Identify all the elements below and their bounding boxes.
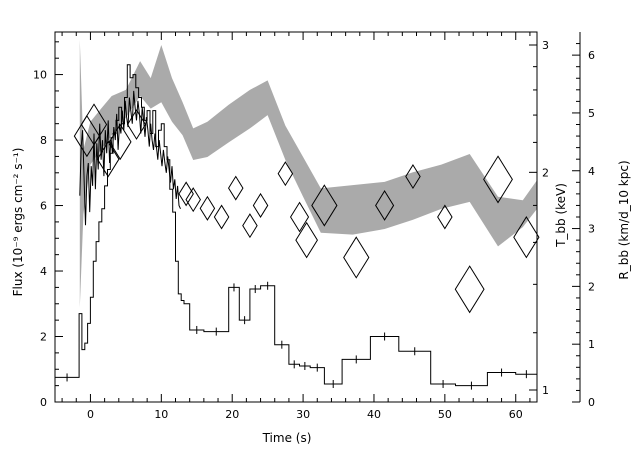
radius-tick-label: 2 bbox=[588, 280, 595, 293]
temperature-band bbox=[79, 39, 538, 308]
flux-histogram-line bbox=[55, 64, 537, 387]
x-tick-label: 20 bbox=[225, 408, 239, 421]
x-tick-label: 50 bbox=[438, 408, 452, 421]
x-axis-title: Time (s) bbox=[262, 431, 312, 445]
flux-tick-label: 8 bbox=[40, 134, 47, 147]
x-tick-label: 30 bbox=[296, 408, 310, 421]
flux-tick-label: 6 bbox=[40, 200, 47, 213]
temperature-band-layer bbox=[79, 39, 538, 308]
left-axis-title: Flux (10⁻⁹ ergs cm⁻² s⁻¹) bbox=[11, 148, 25, 297]
radius-diamond-marker bbox=[213, 204, 230, 230]
flux-histogram-layer bbox=[55, 64, 537, 390]
x-tick-label: 10 bbox=[154, 408, 168, 421]
temperature-tick-label: 1 bbox=[542, 384, 549, 397]
radius-tick-label: 5 bbox=[588, 107, 595, 120]
radius-diamond-marker bbox=[454, 265, 485, 314]
radius-diamond-marker bbox=[108, 123, 132, 161]
radius-tick-label: 3 bbox=[588, 223, 595, 236]
radius-diamond-marker bbox=[227, 175, 244, 201]
radius-diamond-marker bbox=[80, 103, 108, 146]
flux-tick-label: 0 bbox=[40, 396, 47, 409]
radius-diamond-marker bbox=[437, 204, 453, 230]
temperature-tick-label: 3 bbox=[542, 39, 549, 52]
radius-diamond-marker bbox=[242, 213, 258, 239]
radius-diamond-marker bbox=[375, 190, 395, 221]
temperature-tick-label: 2 bbox=[542, 166, 549, 179]
plot-frame bbox=[54, 31, 538, 403]
x-tick-label: 60 bbox=[509, 408, 523, 421]
radius-diamond-marker bbox=[252, 192, 269, 218]
radius-diamond-marker bbox=[483, 155, 513, 204]
flux-tick-label: 10 bbox=[33, 69, 47, 82]
flux-tick-label: 4 bbox=[40, 265, 47, 278]
radius-diamond-marker bbox=[405, 164, 421, 190]
radius-diamond-marker bbox=[199, 195, 216, 221]
radius-tick-label: 4 bbox=[588, 165, 595, 178]
radius-diamond-marker bbox=[277, 161, 294, 187]
radius-diamond-marker bbox=[289, 201, 310, 233]
radius-diamond-marker bbox=[73, 114, 101, 158]
radius-diamond-layer bbox=[73, 103, 540, 314]
radius-diamond-marker bbox=[185, 187, 201, 213]
radius-axis-title: R_bb (km/d_10 kpc) bbox=[617, 160, 631, 279]
flux-secondary-line bbox=[79, 90, 181, 226]
radius-diamond-marker bbox=[178, 181, 194, 207]
flux-tick-label: 2 bbox=[40, 331, 47, 344]
radius-diamond-marker bbox=[513, 216, 540, 259]
radius-tick-label: 6 bbox=[588, 49, 595, 62]
radius-tick-label: 0 bbox=[588, 396, 595, 409]
radius-diamond-marker bbox=[343, 236, 370, 279]
radius-diamond-marker bbox=[295, 221, 318, 259]
radius-diamond-marker bbox=[96, 140, 120, 178]
radius-diamond-marker bbox=[311, 184, 338, 227]
flux-line-layer bbox=[79, 90, 181, 226]
x-tick-label: 0 bbox=[87, 408, 94, 421]
temperature-axis-title: T_bb (keV) bbox=[554, 183, 568, 248]
x-tick-label: 40 bbox=[367, 408, 381, 421]
radius-tick-label: 1 bbox=[588, 338, 595, 351]
radius-diamond-marker bbox=[126, 109, 147, 140]
